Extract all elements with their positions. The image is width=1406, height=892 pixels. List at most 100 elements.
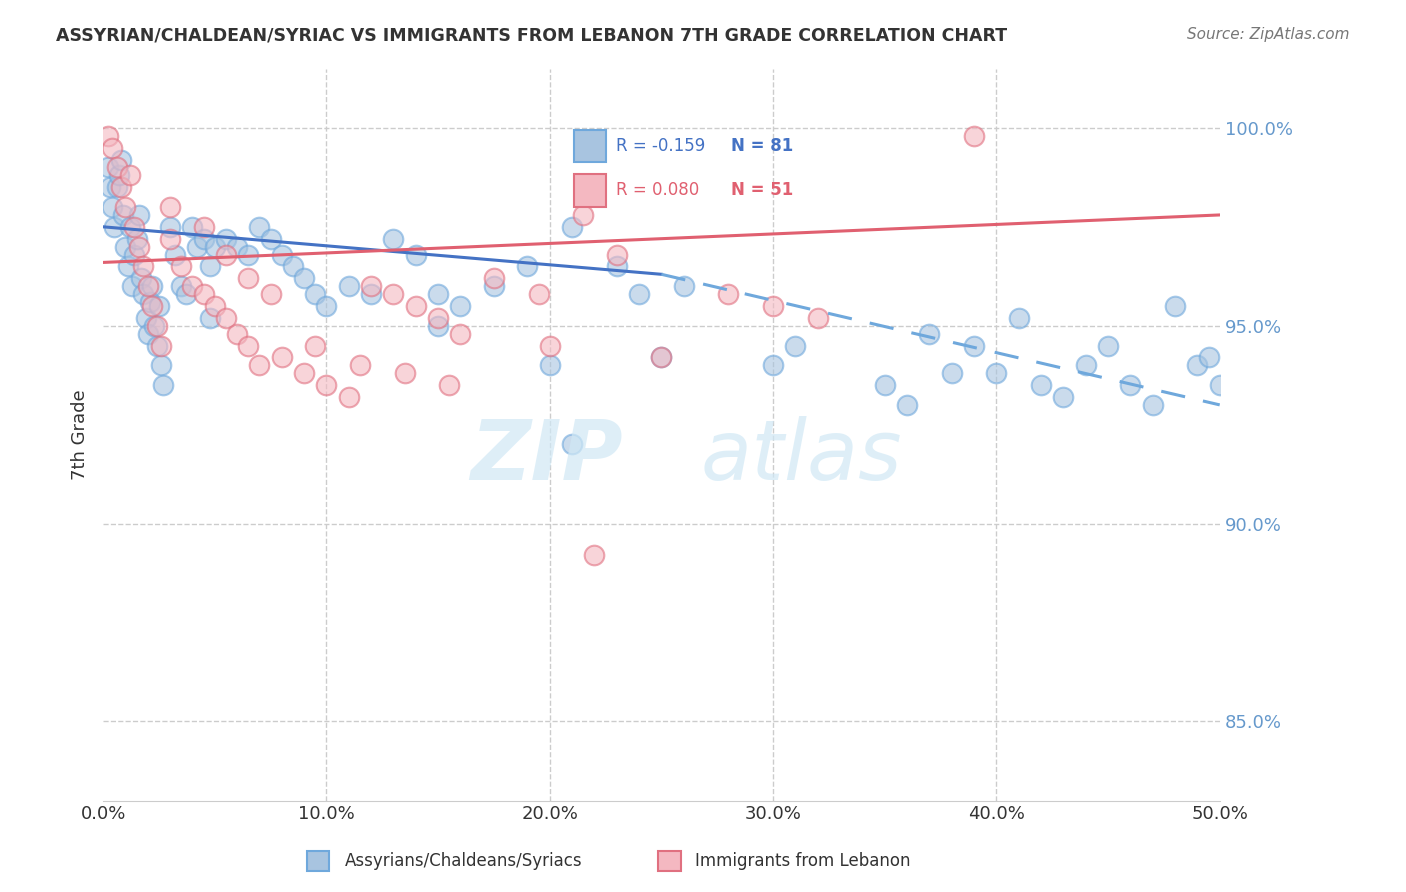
Point: [304, 338, 326, 352]
Point: [204, 239, 226, 253]
Point: [1198, 351, 1220, 365]
Point: [292, 366, 315, 380]
Point: [650, 351, 672, 365]
Point: [986, 366, 1008, 380]
Point: [193, 287, 215, 301]
Point: [128, 208, 150, 222]
Point: [132, 260, 155, 274]
Point: [129, 271, 152, 285]
Point: [717, 287, 740, 301]
Point: [124, 247, 146, 261]
Point: [110, 180, 132, 194]
Point: [238, 271, 260, 285]
Point: [281, 260, 304, 274]
Point: [117, 260, 139, 274]
Point: [181, 279, 204, 293]
Point: [1187, 359, 1209, 373]
Point: [238, 338, 260, 352]
Point: [110, 153, 132, 167]
Point: [1119, 378, 1142, 392]
Point: [405, 299, 427, 313]
Point: [606, 260, 628, 274]
Point: [628, 287, 651, 301]
Point: [538, 359, 561, 373]
Point: [159, 232, 181, 246]
Point: [105, 180, 128, 194]
Point: [606, 247, 628, 261]
Point: [152, 378, 174, 392]
Point: [145, 318, 167, 333]
Point: [141, 299, 163, 313]
Point: [150, 338, 173, 352]
Point: [1209, 378, 1232, 392]
Point: [159, 219, 181, 234]
Point: [315, 299, 337, 313]
Point: [807, 310, 830, 325]
Text: ZIP: ZIP: [470, 416, 623, 497]
Point: [204, 299, 226, 313]
Point: [672, 279, 695, 293]
Point: [163, 247, 186, 261]
Point: [538, 338, 561, 352]
Point: [249, 359, 271, 373]
Point: [337, 279, 360, 293]
Point: [449, 326, 471, 341]
Point: [941, 366, 963, 380]
Point: [193, 219, 215, 234]
Point: [215, 247, 238, 261]
Point: [762, 299, 785, 313]
Point: [482, 271, 505, 285]
Point: [121, 279, 143, 293]
Point: [304, 287, 326, 301]
Point: [118, 219, 141, 234]
Point: [918, 326, 941, 341]
Point: [226, 326, 249, 341]
Point: [97, 128, 120, 143]
Point: [382, 232, 405, 246]
Point: [181, 219, 204, 234]
Point: [762, 359, 785, 373]
Point: [150, 359, 173, 373]
Point: [1052, 390, 1074, 404]
Point: [382, 287, 405, 301]
Point: [128, 239, 150, 253]
Point: [170, 279, 193, 293]
Point: [170, 260, 193, 274]
Text: Source: ZipAtlas.com: Source: ZipAtlas.com: [1187, 27, 1350, 42]
Point: [103, 219, 125, 234]
Point: [270, 351, 292, 365]
Point: [427, 318, 450, 333]
Point: [141, 279, 163, 293]
Text: atlas: atlas: [700, 416, 903, 497]
Point: [963, 338, 986, 352]
Point: [785, 338, 807, 352]
Point: [112, 208, 135, 222]
Point: [427, 287, 450, 301]
Point: [1008, 310, 1031, 325]
Point: [1029, 378, 1052, 392]
Point: [527, 287, 550, 301]
Point: [572, 208, 595, 222]
Point: [394, 366, 416, 380]
Point: [200, 310, 222, 325]
Point: [135, 310, 157, 325]
Point: [439, 378, 461, 392]
Point: [583, 548, 606, 562]
Point: [186, 239, 208, 253]
Point: [896, 398, 918, 412]
Point: [963, 128, 986, 143]
Point: [650, 351, 672, 365]
Point: [98, 180, 121, 194]
Point: [148, 299, 170, 313]
Point: [193, 232, 215, 246]
Point: [337, 390, 360, 404]
Point: [159, 200, 181, 214]
Point: [238, 247, 260, 261]
Point: [427, 310, 450, 325]
Point: [114, 200, 136, 214]
Point: [136, 326, 159, 341]
Point: [226, 239, 249, 253]
Point: [360, 279, 382, 293]
Point: [101, 141, 124, 155]
Point: [1097, 338, 1119, 352]
